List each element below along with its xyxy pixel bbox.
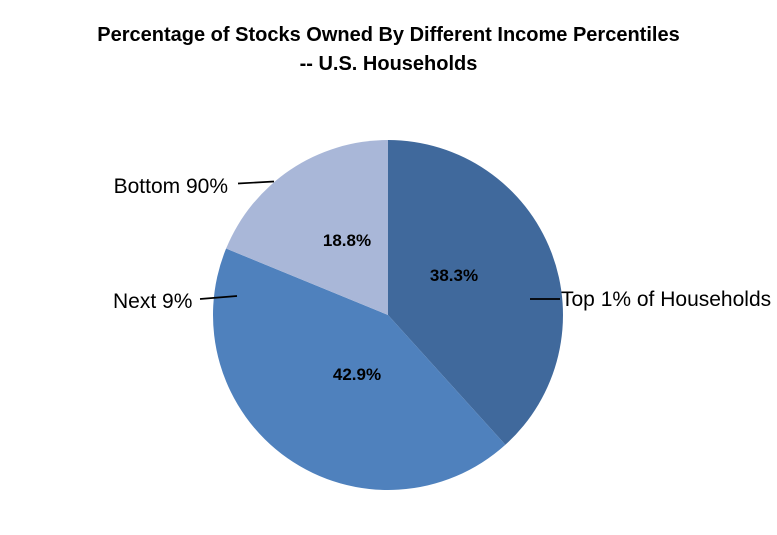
- data-label-top-1: 38.3%: [429, 266, 479, 285]
- chart-title: Percentage of Stocks Owned By Different …: [0, 21, 777, 79]
- chart-title-line2: -- U.S. Households: [299, 53, 478, 75]
- chart-title-line1: Percentage of Stocks Owned By Different …: [97, 24, 680, 46]
- category-label-bottom-90: Bottom 90%: [113, 175, 228, 198]
- category-label-next-9: Next 9%: [113, 290, 193, 313]
- pie-slice-next-9: [213, 248, 506, 490]
- leader-line-next-9: [199, 295, 238, 300]
- data-label-next-9: 42.9%: [332, 365, 382, 384]
- category-label-top-1: Top 1% of Households: [561, 288, 772, 311]
- leader-line-bottom-90: [237, 180, 275, 185]
- data-label-bottom-90: 18.8%: [322, 231, 372, 250]
- pie-slice-bottom-90: [226, 139, 388, 315]
- pie-slice-top-1-of-households: [388, 140, 563, 445]
